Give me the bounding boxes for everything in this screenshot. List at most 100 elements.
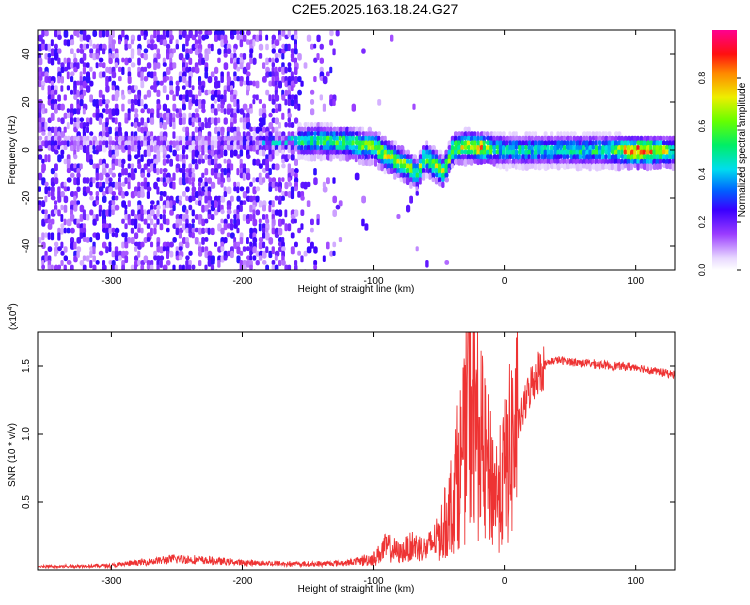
- spectrogram-cell: [265, 57, 269, 65]
- spectrogram-cell: [57, 232, 61, 241]
- x-tick-label: 0: [502, 276, 508, 287]
- spectrogram-cell: [633, 163, 637, 169]
- spectrogram-cell: [143, 94, 148, 100]
- spectrogram-cell: [70, 117, 73, 125]
- spectrogram-cell: [332, 48, 336, 56]
- spectrogram-cell: [92, 43, 96, 49]
- spectrogram-cell: [319, 140, 323, 146]
- spectrogram-cell: [377, 149, 382, 156]
- spectrogram-cell: [102, 140, 106, 146]
- spectrogram-cell: [146, 62, 152, 69]
- spectrogram-cell: [220, 103, 225, 109]
- spectrogram-cell: [127, 71, 132, 78]
- spectrogram-cell: [73, 117, 77, 123]
- spectrogram-cell: [159, 39, 164, 45]
- spectrogram-cell: [204, 154, 209, 160]
- spectrogram-cell: [191, 264, 196, 270]
- spectrogram-cell: [262, 62, 266, 69]
- spectrogram-cell: [166, 218, 170, 226]
- spectrogram-cell: [210, 158, 215, 166]
- spectrogram-cell: [262, 117, 266, 126]
- spectrogram-cell: [242, 214, 247, 222]
- spectrogram-cell: [262, 103, 266, 110]
- spectrogram-cell: [150, 209, 155, 217]
- spectrogram-cell: [348, 135, 352, 142]
- spectrogram-cell: [281, 195, 285, 201]
- spectrogram-cell: [182, 163, 186, 169]
- spectrogram-cell: [54, 241, 59, 247]
- spectrogram-cell: [658, 158, 662, 164]
- spectrogram-cell: [278, 66, 282, 73]
- spectrogram-cell: [108, 168, 113, 175]
- spectrogram-cell: [89, 195, 94, 201]
- spectrogram-cell: [326, 71, 330, 77]
- spectrogram-cell: [210, 168, 215, 176]
- spectrogram-cell: [463, 145, 468, 151]
- spectrogram-cell: [89, 131, 94, 136]
- spectrogram-cell: [303, 181, 308, 190]
- spectrogram-cell: [66, 135, 71, 141]
- spectrogram-cell: [111, 209, 115, 216]
- spectrogram-cell: [198, 260, 202, 267]
- spectrogram-cell: [572, 140, 576, 146]
- spectrogram-cell: [50, 181, 56, 187]
- spectrogram-cell: [98, 57, 104, 63]
- spectrogram-cell: [348, 140, 353, 146]
- spectrogram-cell: [201, 103, 206, 110]
- spectrogram-cell: [98, 158, 103, 166]
- spectrogram-cell: [313, 43, 317, 49]
- spectrogram-cell: [322, 186, 328, 193]
- spectrogram-cell: [220, 94, 224, 100]
- spectrogram-cell: [249, 195, 254, 203]
- spectrogram-cell: [150, 163, 154, 172]
- spectrogram-cell: [274, 145, 279, 151]
- spectrogram-cell: [79, 34, 84, 42]
- spectrogram-cell: [271, 62, 275, 68]
- spectrogram-cell: [236, 209, 240, 216]
- figure-title: C2E5.2025.163.18.24.G27: [292, 1, 459, 17]
- spectrogram-cell: [313, 57, 318, 63]
- spectrogram-cell: [274, 39, 280, 46]
- spectrogram-cell: [60, 85, 64, 92]
- spectrogram-cell: [345, 145, 350, 152]
- spectrogram-cell: [95, 200, 99, 206]
- spectrogram-cell: [649, 163, 653, 171]
- spectrogram-cell: [294, 66, 298, 75]
- spectrogram-cell: [332, 241, 337, 248]
- snr-y-axis-label: SNR (10 * v/v): [7, 423, 18, 487]
- spectrogram-cell: [284, 181, 289, 190]
- spectrogram-cell: [50, 112, 55, 121]
- spectrogram-cell: [249, 48, 254, 54]
- spectrogram-cell: [239, 62, 244, 70]
- spectrogram-cell: [537, 158, 541, 165]
- spectrogram-cell: [223, 62, 229, 70]
- spectrogram-cell: [230, 126, 235, 133]
- spectrogram-cell: [406, 204, 411, 213]
- spectrogram-cell: [73, 177, 77, 186]
- spectrogram-cell: [130, 53, 134, 59]
- spectrogram-cell: [604, 154, 608, 160]
- spectrogram-cell: [246, 112, 250, 119]
- spectrogram-cell: [479, 135, 484, 142]
- spectrogram-cell: [271, 177, 277, 183]
- spectrogram-cell: [582, 149, 587, 156]
- spectrogram-cell: [98, 30, 103, 38]
- spectrogram-cell: [326, 177, 330, 185]
- spectrogram-cell: [92, 71, 96, 80]
- spectrogram-cell: [290, 122, 295, 128]
- spectrogram-cell: [111, 172, 116, 178]
- spectrogram-cell: [287, 177, 291, 183]
- spectrogram-cell: [82, 255, 87, 261]
- spectrogram-cell: [124, 214, 129, 221]
- spectrogram-cell: [306, 246, 312, 254]
- spectrogram-cell: [130, 172, 136, 181]
- spectrogram-cell: [137, 223, 141, 230]
- spectrogram-cell: [271, 163, 276, 170]
- snr-multiplier: (x104): [7, 303, 19, 330]
- spectrogram-cell: [425, 168, 429, 175]
- spectrogram-cell: [326, 131, 329, 137]
- spectrogram-cell: [185, 237, 189, 243]
- snr-frame: [37, 331, 676, 571]
- spectrogram-cell: [233, 218, 237, 225]
- spectrogram-cell: [44, 186, 49, 195]
